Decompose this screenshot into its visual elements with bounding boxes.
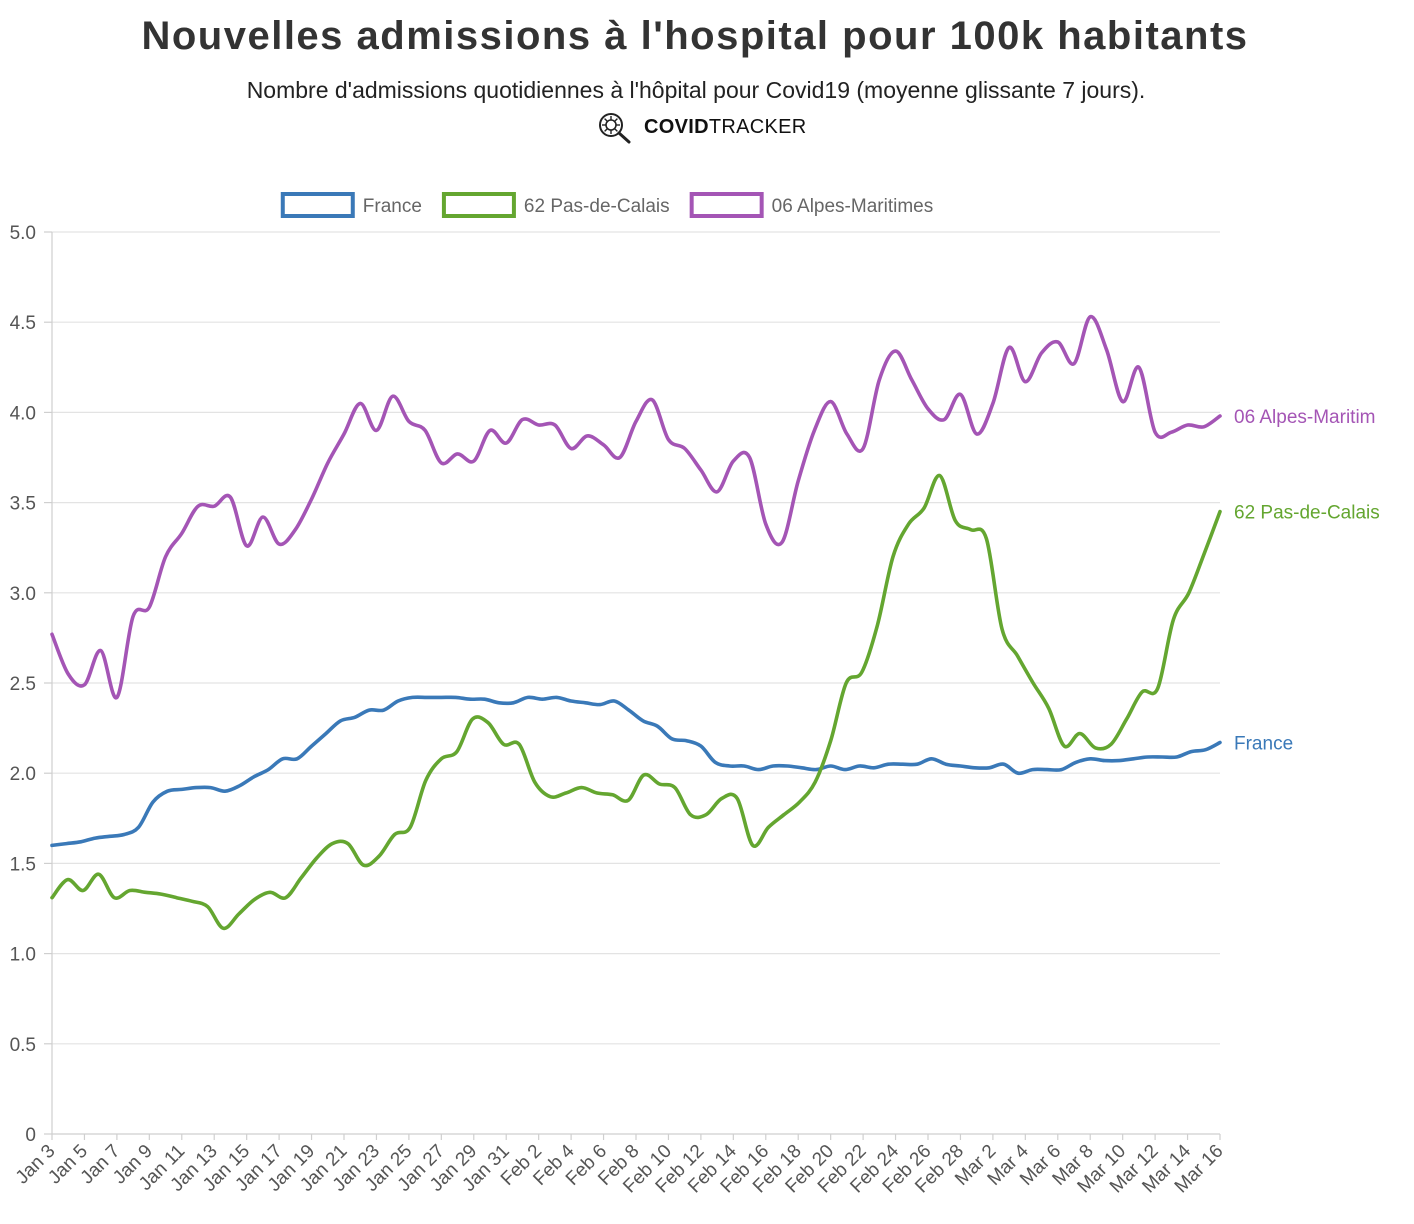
- axes: [51, 232, 1220, 1135]
- brand-text-bold: COVID: [644, 115, 709, 138]
- series-line-06-alpes-maritimes: [50, 314, 1222, 700]
- y-tick-label: 0: [25, 1125, 36, 1146]
- y-tick-label: 1.5: [10, 854, 36, 875]
- y-tick-label: 4.0: [10, 403, 36, 424]
- end-label-06-alpes-maritimes: 06 Alpes-Maritim: [1234, 407, 1376, 428]
- chart-title: Nouvelles admissions à l'hospital pour 1…: [141, 14, 1249, 58]
- y-axis-ticks: 0 0.5 1.0 1.5 2.0 2.5 3.0 3.5 4.0 4.5 5.0: [10, 223, 52, 1146]
- series-line-62-pas-de-calais: [50, 473, 1222, 931]
- series-end-labels: France 62 Pas-de-Calais 06 Alpes-Maritim: [1234, 407, 1380, 755]
- legend-swatch: [441, 192, 516, 218]
- chart-subtitle: Nombre d'admissions quotidiennes à l'hôp…: [246, 77, 1146, 103]
- end-label-france: France: [1234, 734, 1293, 755]
- legend-swatch: [689, 192, 764, 218]
- brand-text-light: TRACKER: [708, 115, 807, 138]
- y-tick-label: 3.5: [10, 494, 36, 515]
- y-tick-label: 2.0: [10, 764, 36, 785]
- legend-label: France: [363, 196, 422, 217]
- series-lines: [50, 314, 1222, 931]
- y-tick-label: 5.0: [10, 223, 36, 244]
- brand-text: COVIDTRACKER: [644, 116, 807, 139]
- legend-label: 06 Alpes-Maritimes: [772, 196, 934, 217]
- y-tick-label: 3.0: [10, 584, 36, 605]
- legend-item-france[interactable]: France: [280, 192, 422, 218]
- virus-magnifier-icon: [599, 113, 631, 144]
- legend-label: 62 Pas-de-Calais: [524, 196, 670, 217]
- y-tick-label: 4.5: [10, 313, 36, 334]
- legend-item-62-pas-de-calais[interactable]: 62 Pas-de-Calais: [441, 192, 670, 218]
- legend-item-06-alpes-maritimes[interactable]: 06 Alpes-Maritimes: [689, 192, 934, 218]
- legend: France 62 Pas-de-Calais 06 Alpes-Maritimes: [280, 192, 934, 218]
- y-tick-label: 0.5: [10, 1035, 36, 1056]
- grid-lines: [52, 231, 1220, 1045]
- y-tick-label: 2.5: [10, 674, 36, 695]
- end-label-62-pas-de-calais: 62 Pas-de-Calais: [1234, 503, 1380, 524]
- y-tick-label: 1.0: [10, 945, 36, 966]
- brand: COVIDTRACKER: [596, 110, 807, 144]
- legend-swatch: [280, 192, 355, 218]
- series-line-france: [50, 695, 1222, 848]
